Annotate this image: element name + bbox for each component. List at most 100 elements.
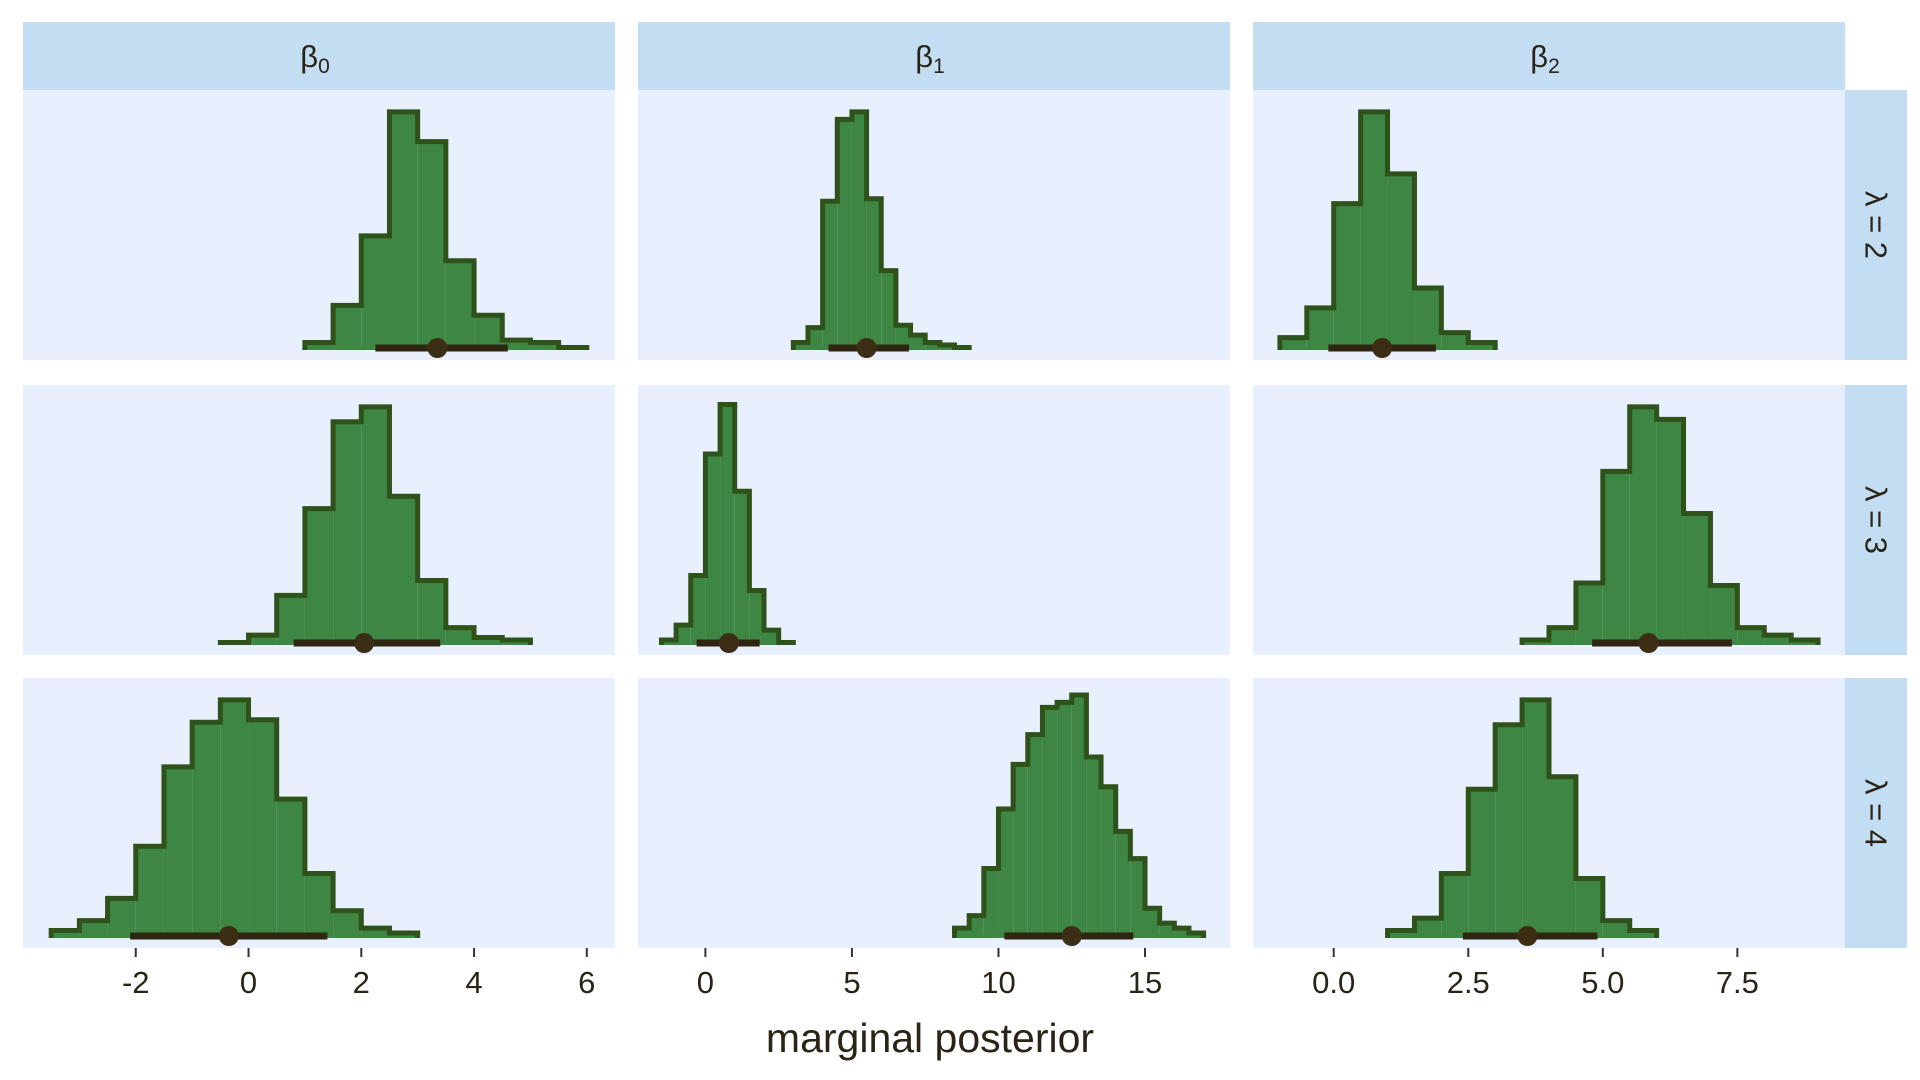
histogram-bar [361, 235, 390, 350]
row-strip-2-label: λ = 4 [1859, 779, 1894, 847]
histogram-bar [502, 340, 531, 350]
histogram-bar [1279, 337, 1307, 350]
point-estimate [427, 338, 448, 358]
histogram-bar [248, 635, 277, 645]
histogram-bar [1656, 419, 1684, 645]
histogram-bar [1549, 627, 1576, 645]
histogram-r2-c0 [48, 697, 421, 946]
histogram-bar [1027, 734, 1043, 938]
histogram-bar [445, 260, 475, 350]
histogram-bar [304, 342, 334, 350]
histogram-bar [417, 580, 446, 645]
histogram-bar [807, 327, 823, 350]
row-strip-1-label: λ = 3 [1859, 486, 1894, 554]
point-estimate [1638, 633, 1659, 653]
column-strip-0-label: β0 [300, 39, 330, 78]
point-estimate [1517, 926, 1538, 946]
histogram-bar [1042, 707, 1058, 938]
row-strip-0-label: λ = 2 [1859, 191, 1894, 259]
histogram-bar [1629, 930, 1657, 938]
histogram-bar [983, 868, 999, 938]
histogram-bar [304, 508, 334, 645]
x-tick-label: 2.5 [1447, 965, 1490, 1000]
panel-bg-r1-c2 [1253, 385, 1845, 655]
histogram-bar [1306, 307, 1334, 350]
histogram-bar [1602, 471, 1630, 645]
point-estimate [1061, 926, 1082, 946]
histogram-outline [1385, 697, 1660, 938]
histogram-bar [1441, 332, 1469, 350]
histogram-bar [79, 920, 108, 938]
histogram-bar [910, 335, 926, 350]
histogram-bar [734, 491, 750, 645]
histogram-bar [1414, 918, 1442, 938]
histogram-bar [1387, 173, 1415, 350]
histogram-bar [51, 930, 80, 938]
histogram-bar [1333, 203, 1361, 350]
row-strip-0-bg [1845, 90, 1907, 360]
histogram-r0-c0 [302, 109, 590, 358]
histogram-bar [1764, 635, 1792, 645]
histogram-bar [530, 342, 559, 350]
histogram-r1-c2 [1519, 404, 1821, 653]
x-tick-label: 5.0 [1581, 965, 1624, 1000]
x-tick-label: 2 [353, 965, 370, 1000]
histogram-r0-c1 [790, 109, 972, 358]
histogram-bar [220, 699, 249, 938]
histogram-bar [1683, 513, 1711, 645]
column-strip-1-bg [638, 22, 1230, 90]
histogram-bar [1441, 873, 1469, 938]
histogram-bar [1414, 288, 1442, 350]
histogram-bar [1057, 702, 1072, 938]
histogram-bar [1710, 585, 1738, 645]
histogram-bar [445, 627, 475, 645]
histogram-bar [107, 898, 136, 938]
histogram-bar [248, 719, 277, 938]
x-tick-label: 4 [465, 965, 482, 1000]
histogram-bar [822, 201, 838, 350]
point-estimate [354, 633, 375, 653]
histogram-bar [749, 590, 765, 645]
histogram-bar [1575, 878, 1603, 938]
x-tick-label: 5 [843, 965, 860, 1000]
column-strip-2-bg [1253, 22, 1845, 90]
histogram-bar [1071, 694, 1087, 938]
row-strip-2-bg [1845, 678, 1907, 948]
histogram-outline [1277, 109, 1498, 350]
histogram-bar [895, 325, 911, 350]
histogram-bar [1522, 699, 1549, 938]
x-tick-label: 0 [240, 965, 257, 1000]
histogram-bar [793, 342, 808, 350]
histogram-bar [954, 928, 970, 938]
x-tick-label: 7.5 [1716, 965, 1759, 1000]
x-tick-label: -2 [122, 965, 150, 1000]
histogram-bar [474, 315, 503, 350]
histogram-bar [474, 637, 503, 645]
histogram-outline [48, 697, 421, 938]
histogram-bar [764, 630, 779, 645]
histogram-bar [304, 873, 334, 938]
histogram-r1-c0 [217, 404, 533, 653]
row-strips: λ = 2 λ = 3 λ = 4 [1845, 90, 1907, 948]
histogram-bar [333, 910, 362, 938]
histogram-bar [998, 809, 1014, 938]
histogram-bar [690, 575, 706, 645]
histogram-bar [192, 722, 221, 938]
histogram-r1-c1 [658, 401, 796, 653]
point-estimate [718, 633, 739, 653]
x-tick-label: 0.0 [1312, 965, 1355, 1000]
histogram-bar [1737, 627, 1765, 645]
histogram-outline [952, 692, 1207, 938]
histogram-bar [1013, 764, 1028, 938]
histogram-bar [881, 270, 896, 350]
panel-bg-r0-c0 [23, 90, 615, 360]
histogram-bar [925, 342, 940, 350]
column-strips: β0 β1 β2 [23, 22, 1845, 90]
histogram-bar [1602, 920, 1630, 938]
histogram-bar [705, 454, 721, 645]
histogram-bar [276, 595, 305, 645]
column-strip-2-label: β2 [1530, 39, 1560, 78]
histogram-bar [1101, 786, 1116, 938]
histogram-bar [1575, 583, 1603, 645]
